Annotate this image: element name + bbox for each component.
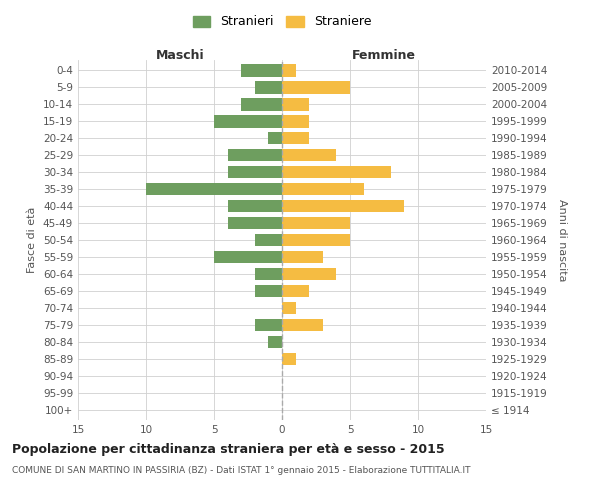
Bar (282, 148, 337, 162)
Bar (255, 268, 282, 280)
Bar (282, 268, 337, 280)
Bar (227, 166, 282, 178)
Bar (146, 182, 282, 196)
Bar (282, 234, 350, 246)
Bar (227, 216, 282, 230)
Text: Femmine: Femmine (352, 48, 416, 62)
Text: Popolazione per cittadinanza straniera per età e sesso - 2015: Popolazione per cittadinanza straniera p… (12, 442, 445, 456)
Bar (268, 132, 282, 144)
Bar (282, 302, 296, 314)
Text: Maschi: Maschi (155, 48, 205, 62)
Legend: Stranieri, Straniere: Stranieri, Straniere (189, 12, 375, 32)
Bar (214, 115, 282, 128)
Bar (255, 234, 282, 246)
Bar (282, 182, 364, 196)
Bar (282, 132, 309, 144)
Bar (227, 200, 282, 212)
Bar (268, 336, 282, 348)
Bar (282, 200, 404, 212)
Bar (282, 250, 323, 264)
Bar (282, 81, 350, 94)
Bar (241, 98, 282, 110)
Text: COMUNE DI SAN MARTINO IN PASSIRIA (BZ) - Dati ISTAT 1° gennaio 2015 - Elaborazio: COMUNE DI SAN MARTINO IN PASSIRIA (BZ) -… (12, 466, 470, 475)
Bar (255, 318, 282, 332)
Bar (282, 352, 296, 365)
Bar (282, 216, 350, 230)
Bar (282, 166, 391, 178)
Bar (282, 98, 309, 110)
Bar (227, 148, 282, 162)
Bar (282, 318, 323, 332)
Y-axis label: Fasce di età: Fasce di età (28, 207, 37, 273)
Bar (255, 81, 282, 94)
Bar (241, 64, 282, 76)
Y-axis label: Anni di nascita: Anni di nascita (557, 198, 567, 281)
Bar (282, 115, 309, 128)
Bar (214, 250, 282, 264)
Bar (282, 284, 309, 298)
Bar (255, 284, 282, 298)
Bar (282, 64, 296, 76)
